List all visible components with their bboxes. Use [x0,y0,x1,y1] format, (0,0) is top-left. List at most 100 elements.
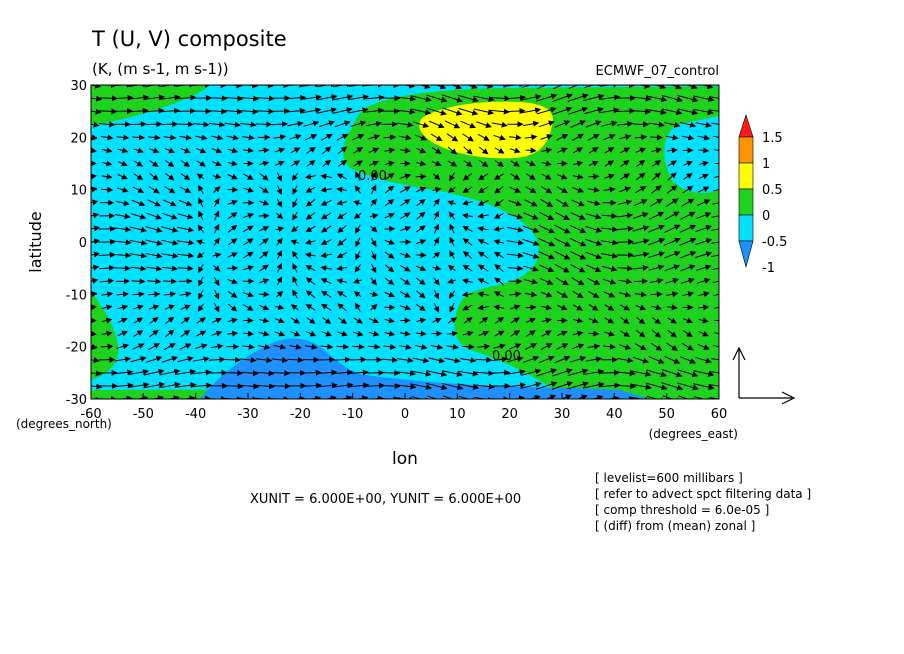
wind-vector [680,264,696,272]
wind-vector [477,186,489,194]
wind-vector [163,134,177,141]
wind-vector [555,277,569,286]
wind-vector [146,265,163,272]
wind-vector [603,134,616,141]
wind-vector [541,330,552,337]
annotation-4: [ (diff) from (mean) zonal ] [595,519,755,533]
wind-vector [677,382,699,391]
wind-vector [133,317,144,324]
wind-vector [511,395,526,399]
wind-vector [355,302,361,312]
wind-vector [415,186,427,193]
wind-vector [695,121,712,128]
wind-vector [305,134,318,141]
wind-vector [339,395,353,399]
wind-vector [305,290,316,299]
wind-vector [585,356,603,363]
wind-vector [506,226,524,233]
wind-vector [285,107,306,114]
wind-vector [146,121,163,128]
wind-vector [430,133,443,142]
wind-vector [179,186,192,193]
wind-vector [711,215,719,218]
wind-vector [227,212,238,220]
wind-vector [570,264,586,273]
wind-vector [444,357,461,364]
wind-vector [567,368,589,376]
wind-vector [161,226,179,233]
wind-vector [143,381,166,389]
wind-vector [521,85,541,89]
wind-vector [399,291,411,298]
wind-vector [316,369,338,376]
wind-vector [255,357,273,364]
wind-vector [538,120,555,128]
wind-vector [697,343,710,350]
wind-vector [632,225,650,232]
wind-vector [572,187,584,193]
wind-vector [276,249,282,260]
wind-vector [91,343,98,350]
wind-vector [274,147,286,154]
wind-vector [163,343,176,351]
wind-vector [555,198,569,207]
wind-vector [525,330,536,337]
x-tick-label: -60 [80,407,101,422]
wind-vector [431,160,442,167]
wind-vector [242,147,254,154]
wind-vector [145,252,163,259]
wind-vector [681,134,695,141]
wind-vector [213,186,221,193]
wind-vector [462,186,473,193]
wind-vector [710,254,719,258]
wind-vector [196,239,205,246]
wind-vector [91,251,100,258]
wind-vector [635,147,647,154]
wind-vector [710,228,719,231]
wind-vector [538,224,555,234]
wind-vector [271,357,289,364]
wind-vector [442,395,463,399]
wind-vector [384,330,396,337]
wind-vector [583,107,604,115]
wind-vector [305,277,316,285]
wind-vector [221,383,244,390]
wind-vector [397,121,414,128]
wind-vector [300,382,323,389]
wind-vector [290,147,301,154]
wind-vector [198,289,204,300]
wind-vector [336,133,349,141]
wind-vector [238,396,259,399]
wind-vector [163,199,177,207]
wind-vector [679,356,697,364]
wind-vector [557,330,568,337]
wind-vector [211,147,223,154]
wind-vector [457,383,480,390]
wind-vector [101,317,113,324]
wind-vector [337,146,348,155]
wind-vector [540,198,554,207]
wind-vector [506,239,525,246]
wind-vector [583,93,605,102]
wind-vector [164,304,176,311]
wind-vector [305,330,317,337]
wind-vector [370,263,377,274]
wind-vector [679,121,697,128]
wind-vector [588,160,599,167]
wind-vector [384,264,395,273]
wind-vector [428,120,445,129]
wind-vector [462,264,473,272]
wind-vector [224,121,241,128]
wind-vector [128,368,149,376]
wind-vector [460,357,477,364]
wind-vector [618,199,633,206]
wind-vector [551,381,574,390]
wind-vector [144,107,165,114]
wind-vector [505,85,526,88]
wind-vector [227,224,238,233]
annotation-3: [ comp threshold = 6.0e-05 ] [595,503,769,517]
wind-vector [449,223,455,234]
wind-vector [198,197,204,208]
wind-vector [477,264,489,272]
wind-vector [336,173,347,180]
